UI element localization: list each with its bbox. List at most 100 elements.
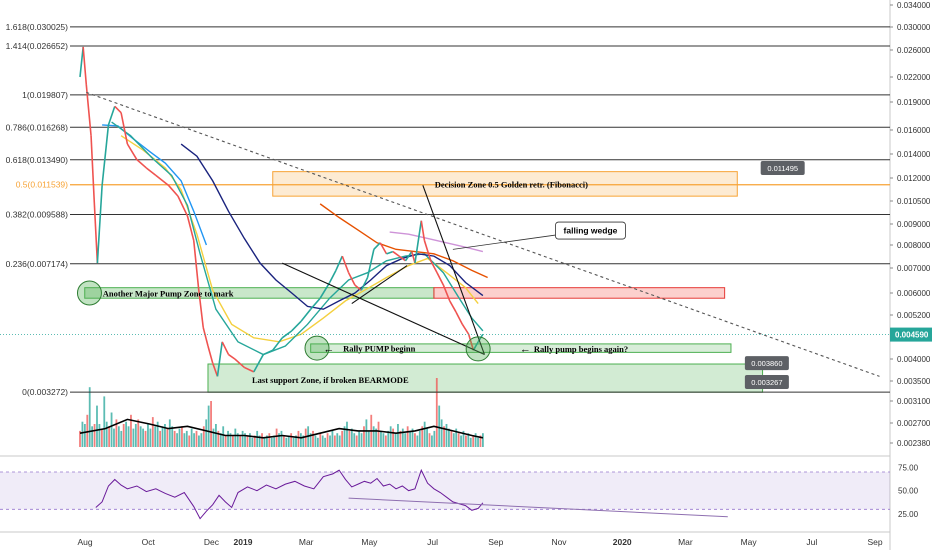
price-segment xyxy=(354,284,362,291)
current-price-tag xyxy=(890,327,932,342)
price-segment xyxy=(96,185,103,264)
volume-bar xyxy=(200,433,203,447)
price-segment xyxy=(300,308,312,322)
price-tick-label-12: 0.012000 xyxy=(897,174,931,183)
price-segment xyxy=(347,272,356,286)
volume-bar xyxy=(181,426,183,447)
price-segment xyxy=(177,195,189,217)
volume-bar xyxy=(227,430,229,447)
volume-bar xyxy=(326,433,329,447)
axes-layer: 0.002380 0.002700 0.003100 0.003500 0.004000… xyxy=(77,1,932,547)
volume-bar xyxy=(229,433,232,447)
fibonacci-layer: 1.618(0.030025) 1.414(0.026652) 1(0.019807… xyxy=(6,22,890,397)
volume-bar xyxy=(309,433,312,447)
trendline-layer xyxy=(86,91,880,377)
volume-bar xyxy=(98,424,101,447)
price-callout-label-2: 0.003267 xyxy=(751,378,782,387)
price-segment xyxy=(228,353,236,360)
zone-label-0: Decision Zone 0.5 Golden retr. (Fibonacc… xyxy=(435,179,588,189)
volume-bar xyxy=(338,435,341,447)
price-segment xyxy=(126,143,138,161)
price-callout-box-2 xyxy=(744,374,789,389)
volume-bar xyxy=(333,435,336,447)
volume-bar xyxy=(394,433,397,447)
volume-bar xyxy=(190,428,193,447)
volume-bar xyxy=(457,433,460,447)
volume-bar xyxy=(440,419,443,447)
grid-layer xyxy=(0,0,891,550)
price-segment xyxy=(167,184,179,197)
moving-average-1 xyxy=(120,135,479,343)
volume-bar xyxy=(404,433,407,447)
volume-bar xyxy=(431,435,433,447)
trendline-1 xyxy=(282,262,485,356)
volume-bar xyxy=(246,435,249,447)
volume-bar xyxy=(161,426,164,447)
volume-bar xyxy=(418,430,421,447)
price-segment xyxy=(82,46,88,85)
highlight-circle-2 xyxy=(465,336,491,362)
price-tick-label-8: 0.007000 xyxy=(897,264,931,273)
volume-bar xyxy=(137,419,140,447)
volume-bar xyxy=(482,433,484,447)
volume-bar xyxy=(96,405,98,447)
price-segment xyxy=(341,255,350,273)
volume-bar xyxy=(372,426,375,447)
volume-bar xyxy=(411,428,414,447)
volume-bar xyxy=(389,426,392,447)
volume-bar xyxy=(302,435,305,447)
volume-bar xyxy=(314,435,317,447)
time-tick-label-13: Sep xyxy=(867,537,882,547)
price-segment xyxy=(436,272,445,286)
time-tick-label-5: May xyxy=(361,537,378,547)
volume-bar xyxy=(421,426,424,447)
price-tick-label-1: 0.002700 xyxy=(897,419,931,428)
volume-bar xyxy=(365,419,368,447)
zone-box-0 xyxy=(272,171,738,197)
volume-bar xyxy=(79,430,81,447)
price-segment xyxy=(411,251,416,264)
volume-bar xyxy=(210,401,212,447)
volume-bar xyxy=(132,428,135,447)
volume-bar xyxy=(176,433,178,447)
volume-bar xyxy=(297,430,300,447)
price-segment xyxy=(85,84,92,136)
zone-label-1: Another Major Pump Zone to mark xyxy=(103,288,234,298)
volume-bar xyxy=(151,417,154,447)
volume-bar xyxy=(358,430,361,447)
price-segment xyxy=(467,334,475,351)
volume-bar xyxy=(426,428,428,447)
volume-bar xyxy=(346,421,348,447)
volume-bar xyxy=(355,435,358,447)
price-tick-label-3: 0.003500 xyxy=(897,377,931,386)
volume-bar xyxy=(195,430,198,447)
fib-level-label-6: 0.382(0.009588) xyxy=(6,210,69,220)
price-segment xyxy=(101,124,110,186)
volume-bar xyxy=(406,426,409,447)
volume-bar xyxy=(251,437,254,447)
volume-bar xyxy=(438,405,441,447)
volume-bar xyxy=(127,426,130,447)
volume-bar xyxy=(469,437,472,447)
volume-bar xyxy=(433,430,436,447)
price-layer xyxy=(0,46,890,377)
volume-bar xyxy=(285,437,288,447)
volume-bar xyxy=(336,433,339,447)
volume-bar xyxy=(414,433,416,447)
volume-bar xyxy=(183,433,186,447)
price-segment xyxy=(366,249,375,278)
volume-bar xyxy=(479,435,482,447)
volume-ma-line xyxy=(79,418,484,439)
volume-bar xyxy=(241,430,244,447)
volume-bar xyxy=(409,430,411,447)
volume-bar xyxy=(331,430,334,447)
volume-bar xyxy=(316,437,319,447)
price-segment xyxy=(120,112,129,145)
volume-layer xyxy=(79,378,484,447)
volume-bar xyxy=(416,435,419,447)
moving-average-4 xyxy=(319,203,488,279)
price-segment xyxy=(211,362,219,377)
volume-bar xyxy=(108,426,111,447)
